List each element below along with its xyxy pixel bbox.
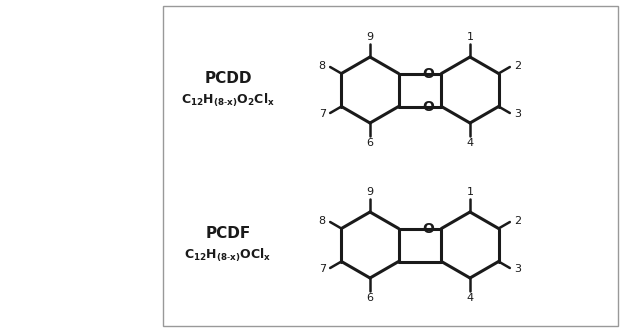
Text: 6: 6 [366, 293, 374, 303]
Text: 8: 8 [319, 61, 326, 71]
Text: 3: 3 [514, 109, 521, 119]
Text: 7: 7 [319, 264, 326, 274]
Text: O: O [422, 221, 434, 235]
Text: $\mathbf{C_{12}H_{(8\text{-}x)}O_2Cl_x}$: $\mathbf{C_{12}H_{(8\text{-}x)}O_2Cl_x}$ [181, 91, 275, 109]
Bar [163, 6, 618, 326]
Text: PCDD: PCDD [204, 71, 252, 85]
Text: 6: 6 [366, 138, 374, 148]
Text: 4: 4 [466, 293, 474, 303]
Text: 8: 8 [319, 216, 326, 226]
Text: 7: 7 [319, 109, 326, 119]
Text: 2: 2 [514, 216, 521, 226]
Text: 2: 2 [514, 61, 521, 71]
Text: 9: 9 [366, 187, 374, 197]
Text: O: O [422, 67, 434, 80]
Text: PCDF: PCDF [206, 225, 251, 241]
Text: 3: 3 [514, 264, 521, 274]
Text: O: O [422, 100, 434, 114]
Text: $\mathbf{C_{12}H_{(8\text{-}x)}OCl_x}$: $\mathbf{C_{12}H_{(8\text{-}x)}OCl_x}$ [184, 246, 272, 264]
Text: 4: 4 [466, 138, 474, 148]
Text: 9: 9 [366, 32, 374, 42]
Text: 1: 1 [466, 32, 474, 42]
Text: 1: 1 [466, 187, 474, 197]
